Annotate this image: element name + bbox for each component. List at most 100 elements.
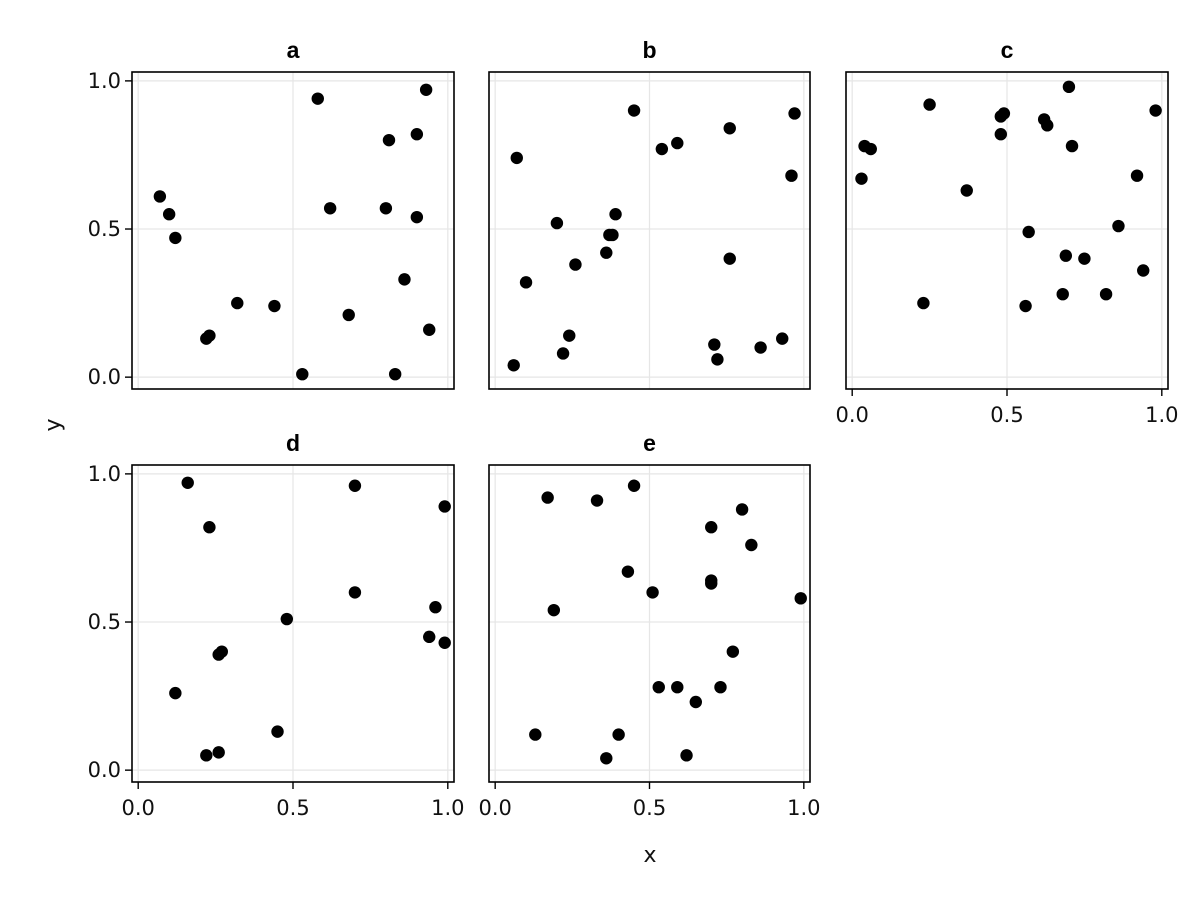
data-point	[917, 296, 930, 310]
panel-title: a	[287, 37, 300, 63]
data-point	[1056, 287, 1069, 301]
panel-title: b	[642, 37, 656, 63]
data-point	[510, 151, 523, 165]
data-point	[379, 202, 393, 215]
data-point	[646, 586, 659, 599]
data-point	[606, 228, 619, 242]
data-point	[994, 128, 1008, 141]
data-point	[348, 586, 362, 599]
x-tick-label: 0.5	[990, 403, 1023, 427]
data-point	[438, 500, 451, 513]
data-point	[723, 252, 736, 265]
panel-title: e	[643, 430, 656, 456]
panel-frame	[131, 71, 455, 390]
data-point	[627, 104, 641, 117]
panel-a: a 0.0 0.5 1.0	[88, 37, 455, 390]
data-point	[600, 752, 613, 765]
data-point	[169, 686, 182, 700]
data-point	[212, 746, 225, 759]
data-point	[311, 92, 324, 105]
data-point	[714, 680, 727, 694]
data-point	[864, 142, 877, 156]
data-point	[612, 728, 625, 741]
data-point	[621, 565, 635, 578]
data-point	[754, 341, 767, 354]
data-point	[794, 592, 807, 605]
data-point	[529, 728, 542, 741]
data-point	[323, 202, 337, 215]
data-point	[776, 332, 789, 345]
x-tick-label: 0.5	[276, 796, 309, 820]
panel-frame	[488, 71, 811, 390]
y-axis-label: y	[41, 418, 66, 431]
data-point	[203, 329, 216, 342]
panel-title: d	[286, 430, 300, 456]
y-tick-label: 1.0	[88, 69, 121, 93]
x-axis-label: x	[643, 843, 656, 868]
panel-d: d 0.0 0.5 1.0 0.0 0.5 1.0	[88, 430, 465, 820]
x-tick-label: 0.0	[478, 796, 511, 820]
data-point	[563, 329, 576, 342]
y-tick-label: 1.0	[88, 462, 121, 486]
data-point	[569, 258, 582, 271]
data-point	[671, 680, 684, 694]
data-point	[711, 353, 724, 366]
data-point	[342, 308, 355, 322]
data-point	[438, 636, 451, 649]
data-point	[398, 273, 411, 286]
data-point	[1065, 139, 1079, 153]
y-tick-label: 0.0	[88, 365, 121, 389]
data-point	[410, 128, 424, 141]
data-point	[785, 169, 798, 182]
data-point	[788, 107, 801, 120]
data-point	[726, 645, 740, 658]
panel-b: b	[488, 37, 811, 390]
data-point	[600, 246, 613, 259]
data-point	[153, 190, 167, 203]
data-point	[735, 503, 749, 516]
data-point	[519, 276, 533, 289]
x-tick-label: 1.0	[787, 796, 820, 820]
data-point	[296, 367, 309, 381]
x-tick-label: 0.5	[633, 796, 666, 820]
data-point	[268, 299, 281, 313]
data-point	[507, 359, 520, 372]
data-point	[590, 494, 604, 507]
data-point	[231, 296, 244, 310]
data-point	[855, 172, 868, 185]
data-point	[1062, 80, 1076, 94]
data-point	[655, 142, 669, 156]
data-point	[541, 491, 554, 504]
data-point	[388, 367, 402, 381]
data-point	[423, 630, 436, 644]
data-point	[410, 210, 424, 224]
data-point	[627, 479, 641, 492]
data-point	[689, 695, 702, 709]
data-point	[1099, 287, 1113, 301]
data-point	[203, 521, 216, 534]
data-point	[429, 601, 442, 614]
data-point	[382, 133, 396, 147]
data-point	[997, 107, 1011, 120]
data-point	[745, 538, 758, 552]
data-point	[280, 612, 294, 626]
y-tick-label: 0.0	[88, 758, 121, 782]
data-point	[680, 749, 693, 762]
panels-layer: a 0.0 0.5 1.0 b c 0.0 0.5 1.0 d 0.0 0.5 1.0 0.0 0.5 1.0…	[88, 37, 1179, 820]
data-point	[162, 208, 176, 221]
data-point	[708, 338, 721, 351]
data-point	[271, 725, 284, 738]
y-tick-label: 0.5	[88, 610, 121, 634]
data-point	[1130, 169, 1144, 182]
y-tick-label: 0.5	[88, 217, 121, 241]
data-point	[705, 521, 718, 534]
data-point	[723, 122, 736, 135]
data-point	[556, 347, 570, 360]
data-point	[181, 476, 194, 489]
x-tick-label: 1.0	[1145, 403, 1178, 427]
data-point	[1059, 249, 1073, 262]
data-point	[169, 231, 182, 245]
data-point	[960, 184, 973, 197]
data-point	[423, 323, 436, 336]
